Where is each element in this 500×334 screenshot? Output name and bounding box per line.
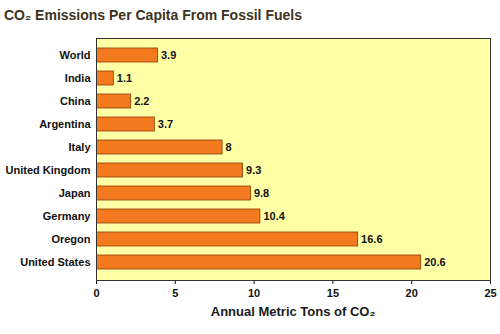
svg-text:World: World xyxy=(60,49,91,61)
svg-text:United States: United States xyxy=(20,256,90,268)
svg-text:Germany: Germany xyxy=(43,210,92,222)
svg-text:0: 0 xyxy=(93,287,99,299)
svg-text:10: 10 xyxy=(248,287,260,299)
svg-text:India: India xyxy=(65,72,92,84)
svg-text:10.4: 10.4 xyxy=(263,210,285,222)
svg-text:1.1: 1.1 xyxy=(117,72,132,84)
svg-text:China: China xyxy=(60,95,91,107)
svg-text:8: 8 xyxy=(226,141,232,153)
svg-text:Japan: Japan xyxy=(59,187,91,199)
svg-text:5: 5 xyxy=(172,287,178,299)
html-text:Annual Metric Tons of CO₂: Annual Metric Tons of CO₂ xyxy=(210,304,376,319)
svg-text:9.8: 9.8 xyxy=(254,187,269,199)
svg-text:16.6: 16.6 xyxy=(361,233,382,245)
svg-text:3.9: 3.9 xyxy=(161,49,176,61)
svg-text:25: 25 xyxy=(484,287,496,299)
svg-text:20: 20 xyxy=(406,287,418,299)
svg-text:20.6: 20.6 xyxy=(424,256,445,268)
svg-text:3.7: 3.7 xyxy=(158,118,173,130)
svg-text:9.3: 9.3 xyxy=(246,164,261,176)
svg-text:Italy: Italy xyxy=(68,141,91,153)
svg-text:Oregon: Oregon xyxy=(51,233,90,245)
svg-text:2.2: 2.2 xyxy=(134,95,149,107)
svg-text:Argentina: Argentina xyxy=(39,118,91,130)
html-text:CO₂ Emissions Per Capita From: CO₂ Emissions Per Capita From Fossil Fue… xyxy=(4,7,302,23)
svg-text:United Kingdom: United Kingdom xyxy=(6,164,91,176)
svg-text:15: 15 xyxy=(327,287,339,299)
